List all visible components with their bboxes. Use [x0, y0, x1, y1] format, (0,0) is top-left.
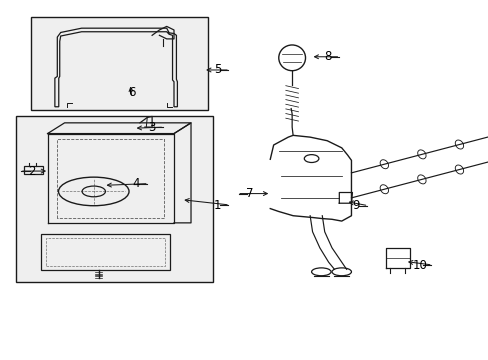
Text: 6: 6 — [128, 86, 135, 99]
Bar — [41, 234, 170, 270]
Text: 10: 10 — [412, 258, 427, 271]
Text: 5: 5 — [214, 63, 221, 76]
Text: 9: 9 — [352, 199, 359, 212]
Text: 2: 2 — [28, 165, 36, 177]
Text: 4: 4 — [133, 177, 140, 190]
Text: 7: 7 — [245, 187, 253, 200]
Text: 1: 1 — [214, 198, 221, 212]
Bar — [46, 238, 165, 266]
Text: 8: 8 — [324, 50, 331, 63]
Bar — [30, 18, 207, 111]
Bar — [16, 116, 212, 282]
Text: 3: 3 — [148, 121, 156, 134]
Bar — [24, 166, 42, 174]
